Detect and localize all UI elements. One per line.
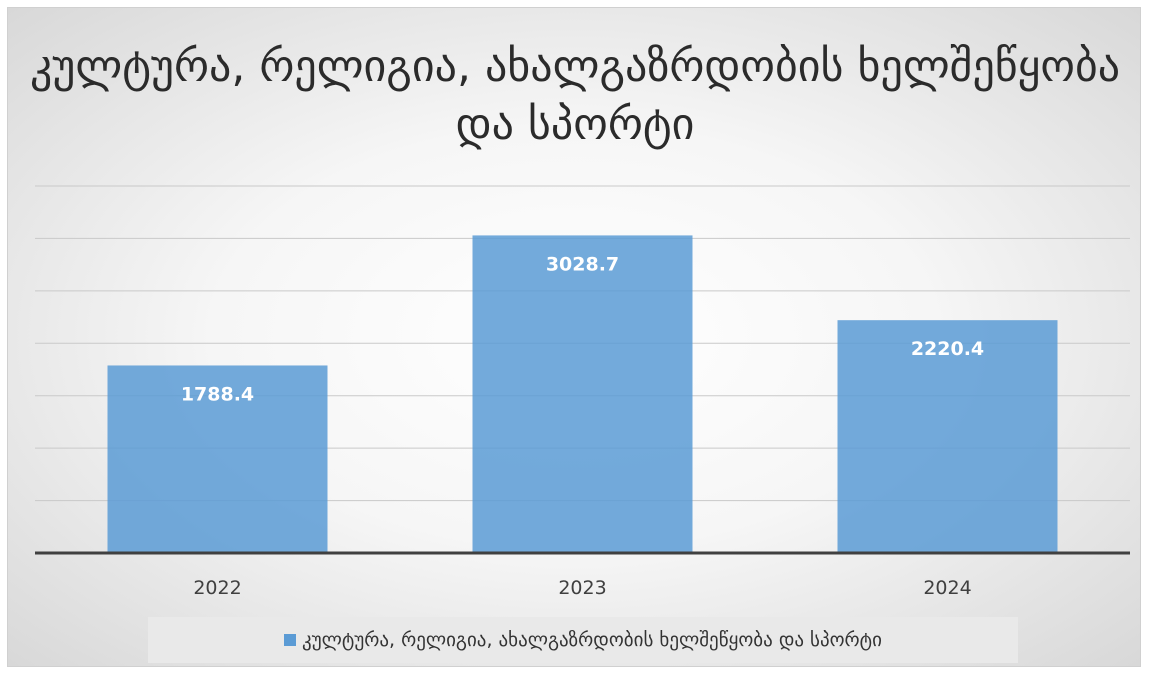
bars [107,235,1058,553]
legend-label: კულტურა, რელიგია, ახალგაზრდობის ხელშეწყო… [302,629,882,651]
x-tick-2024: 2024 [923,577,971,599]
data-label-2022: 1788.4 [181,383,254,405]
x-tick-2023: 2023 [558,577,606,599]
legend-swatch [284,634,297,646]
legend: კულტურა, რელიგია, ახალგაზრდობის ხელშეწყო… [148,617,1018,663]
chart-title: კულტურა, რელიგია, ახალგაზრდობის ხელშეწყო… [29,41,1121,150]
x-tick-labels: 2022 2023 2024 [193,577,971,599]
x-tick-2022: 2022 [193,577,241,599]
data-label-2023: 3028.7 [546,253,619,275]
data-label-2024: 2220.4 [911,338,984,360]
bar-2022 [107,365,328,553]
data-labels: 1788.4 3028.7 2220.4 [181,253,984,405]
bar-2023 [472,235,693,553]
bar-2024 [837,320,1058,553]
